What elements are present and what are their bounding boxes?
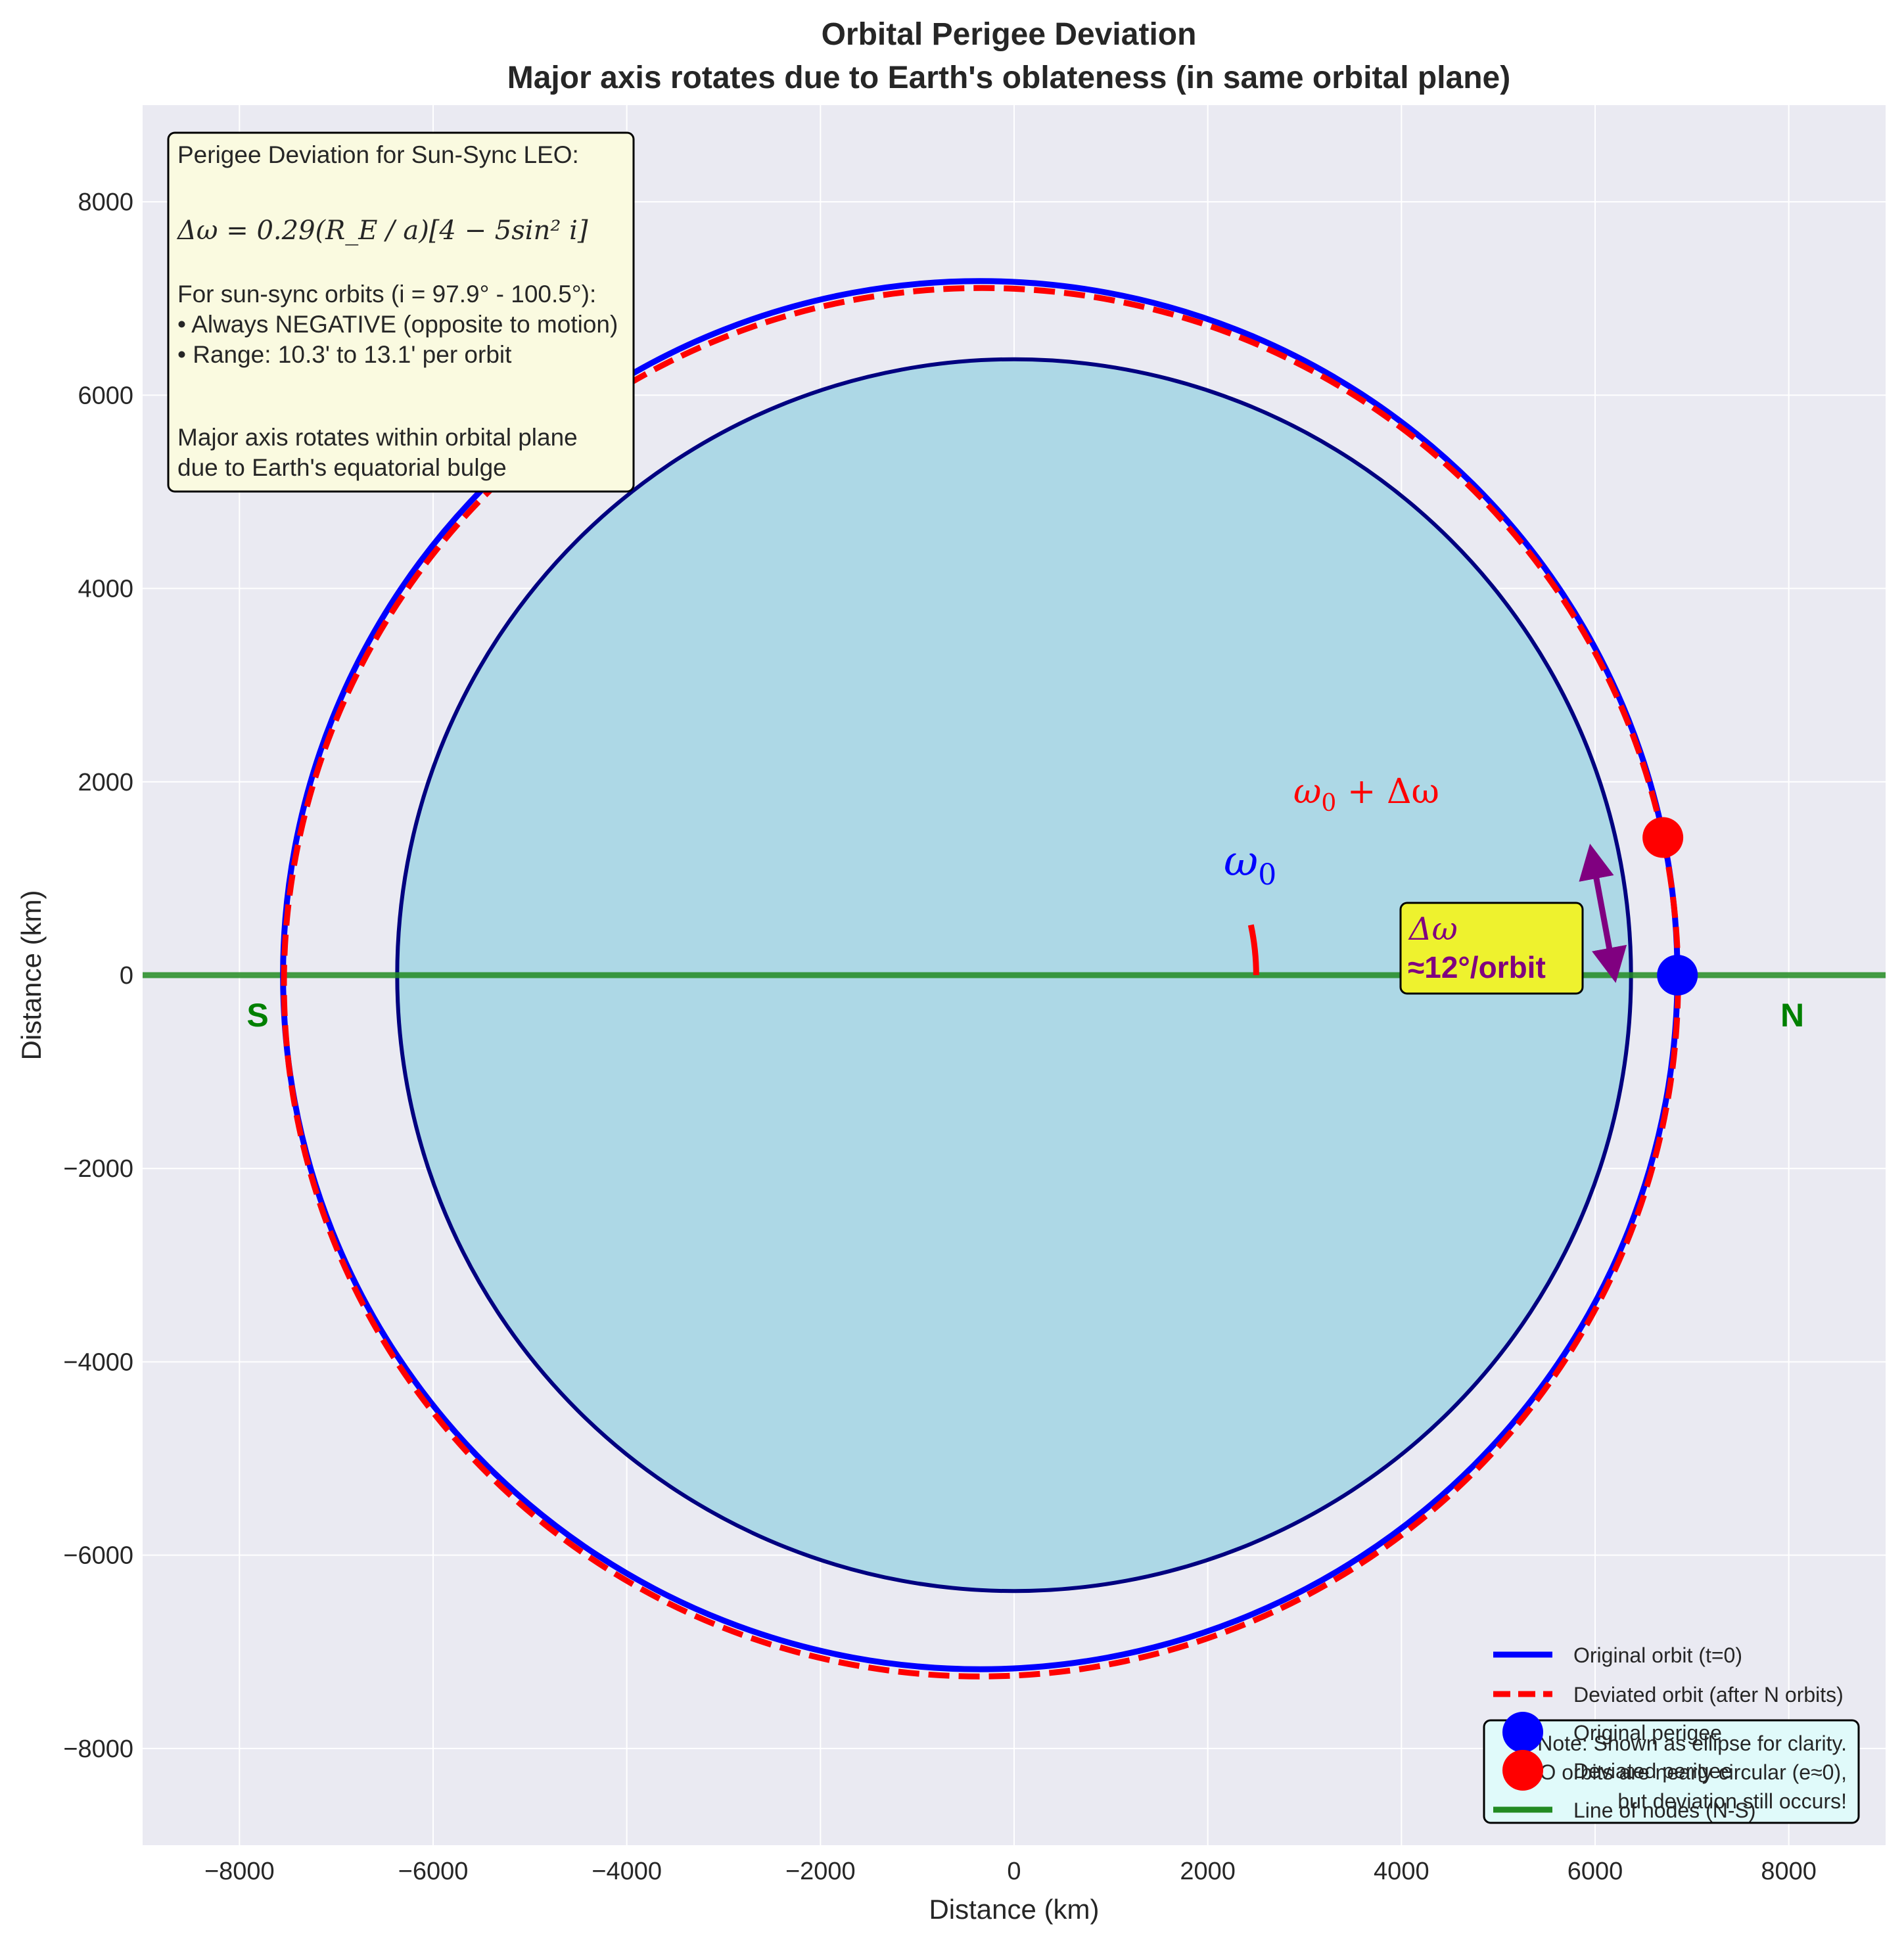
- y-tick-label: −2000: [63, 1155, 133, 1183]
- omega-arc: [1247, 924, 1259, 976]
- y-tick-label: 0: [120, 962, 133, 990]
- omega0-label: ω0: [1224, 837, 1276, 892]
- info-line-4: Major axis rotates within orbital plane: [177, 424, 578, 451]
- rotation-arrow: [1579, 843, 1627, 983]
- y-tick-label: −8000: [63, 1735, 133, 1763]
- info-box: Perigee Deviation for Sun-Sync LEO: Δω =…: [167, 131, 635, 493]
- chart-subtitle: Major axis rotates due to Earth's oblate…: [507, 60, 1510, 95]
- delta-omega-box: Δω ≈12°/orbit: [1399, 902, 1584, 995]
- x-tick-label: −4000: [592, 1858, 662, 1885]
- deviated-perigee-marker: [1642, 817, 1684, 858]
- x-tick-label: −8000: [204, 1858, 275, 1885]
- info-heading: Perigee Deviation for Sun-Sync LEO:: [177, 141, 579, 168]
- info-line-1: For sun-sync orbits (i = 97.9° - 100.5°)…: [177, 281, 596, 308]
- x-axis-ticks: −8000 −6000 −4000 −2000 0 2000 4000 6000 8000: [204, 1858, 1817, 1885]
- x-tick-label: −6000: [398, 1858, 469, 1885]
- legend-label-original-perigee: Original perigee: [1573, 1721, 1722, 1745]
- legend: Original orbit (t=0) Deviated orbit (aft…: [1493, 1643, 1844, 1822]
- legend-label-deviated-perigee: Deviated perigee: [1573, 1759, 1732, 1783]
- y-tick-label: 4000: [78, 576, 133, 603]
- legend-label-line-of-nodes: Line of nodes (N-S): [1573, 1799, 1755, 1822]
- delta-omega-symbol: Δω: [1408, 911, 1458, 948]
- legend-swatch-original-perigee: [1502, 1712, 1543, 1753]
- x-tick-label: 6000: [1567, 1858, 1623, 1885]
- x-tick-label: 0: [1007, 1858, 1021, 1885]
- y-tick-label: −4000: [63, 1348, 133, 1376]
- legend-label-original-orbit: Original orbit (t=0): [1573, 1643, 1742, 1667]
- info-line-3: • Range: 10.3' to 13.1' per orbit: [177, 341, 512, 368]
- x-tick-label: 2000: [1180, 1858, 1236, 1885]
- info-formula: Δω = 0.29(R_E / a)[4 − 5sin² i]: [176, 216, 588, 246]
- y-axis-ticks: −8000 −6000 −4000 −2000 0 2000 4000 6000 8000: [63, 189, 133, 1763]
- note-line-2: LEO orbits are nearly circular (e≈0),: [1514, 1760, 1847, 1784]
- legend-swatch-deviated-perigee: [1502, 1750, 1543, 1791]
- y-axis-label: Distance (km): [16, 890, 47, 1060]
- y-tick-label: 2000: [78, 769, 133, 796]
- x-axis-label: Distance (km): [929, 1894, 1099, 1925]
- note-box: Note: Shown as ellipse for clarity. LEO …: [1483, 1719, 1860, 1824]
- original-perigee-marker: [1657, 955, 1698, 996]
- omega-deviated-label: ω0 + Δω: [1293, 772, 1439, 817]
- node-label-n: N: [1780, 997, 1804, 1034]
- chart-title: Orbital Perigee Deviation: [822, 17, 1197, 52]
- x-tick-label: 8000: [1761, 1858, 1817, 1885]
- node-label-s: S: [246, 997, 268, 1034]
- x-tick-label: −2000: [785, 1858, 856, 1885]
- delta-omega-rate: ≈12°/orbit: [1408, 950, 1546, 984]
- x-tick-label: 4000: [1374, 1858, 1429, 1885]
- note-line-1: Note: Shown as ellipse for clarity.: [1537, 1731, 1847, 1755]
- legend-label-deviated-orbit: Deviated orbit (after N orbits): [1573, 1683, 1844, 1707]
- y-tick-label: −6000: [63, 1542, 133, 1570]
- y-tick-label: 8000: [78, 189, 133, 216]
- note-line-3: but deviation still occurs!: [1617, 1789, 1847, 1813]
- info-line-5: due to Earth's equatorial bulge: [177, 454, 507, 481]
- info-line-2: • Always NEGATIVE (opposite to motion): [177, 311, 618, 338]
- y-tick-label: 6000: [78, 382, 133, 409]
